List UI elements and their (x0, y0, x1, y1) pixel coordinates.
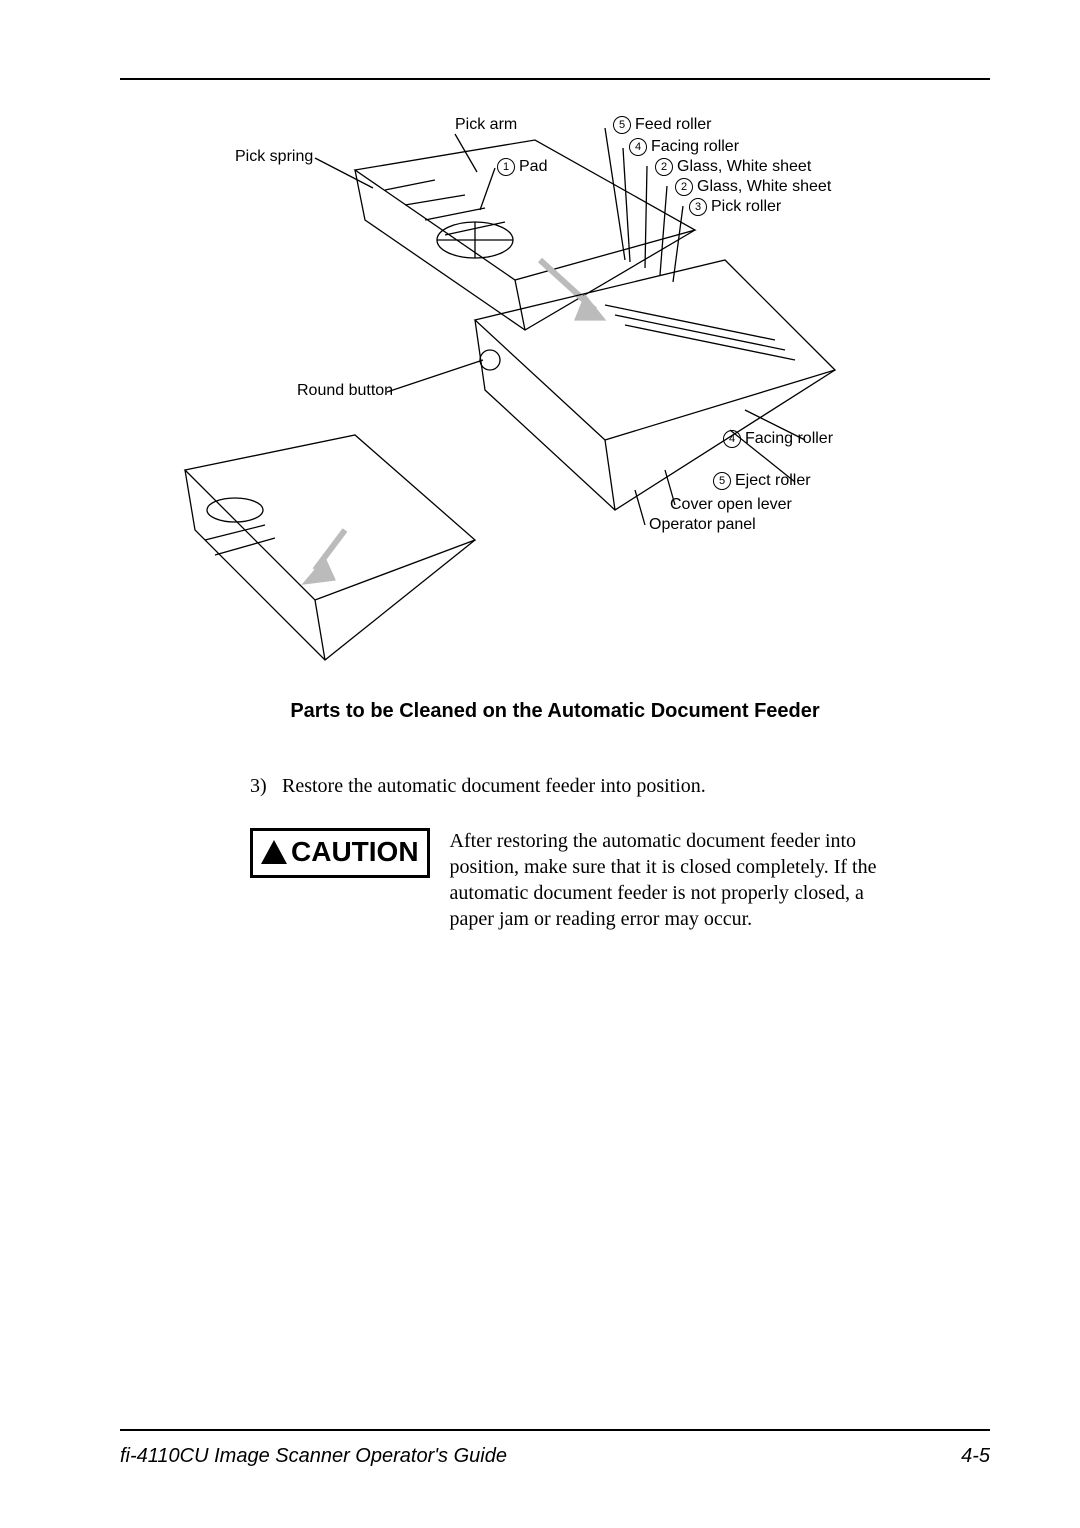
label-pick-roller-text: Pick roller (711, 198, 781, 215)
step-3: 3) Restore the automatic document feeder… (250, 773, 900, 800)
num-pick-roller: 3 (689, 198, 707, 216)
caution-block: CAUTION After restoring the automatic do… (250, 828, 900, 932)
label-eject-roller: 5Eject roller (713, 472, 811, 490)
label-pick-roller: 3Pick roller (689, 198, 781, 216)
caution-label: CAUTION (291, 833, 419, 871)
num-feed: 5 (613, 116, 631, 134)
label-glass-1-text: Glass, White sheet (677, 158, 811, 175)
bottom-rule (120, 1429, 990, 1431)
parts-diagram: Pick arm 5Feed roller Pick spring 4Facin… (175, 110, 935, 670)
num-glass2: 2 (675, 178, 693, 196)
num-pad: 1 (497, 158, 515, 176)
label-facing-roller-top: 4Facing roller (629, 138, 739, 156)
body-text: 3) Restore the automatic document feeder… (250, 773, 900, 932)
label-feed-roller: 5Feed roller (613, 116, 711, 134)
label-glass-2-text: Glass, White sheet (697, 178, 831, 195)
warning-triangle-icon (261, 840, 287, 864)
label-eject-roller-text: Eject roller (735, 472, 811, 489)
footer-page-number: 4-5 (961, 1445, 990, 1468)
caution-text: After restoring the automatic document f… (450, 828, 900, 932)
page-footer: fi-4110CU Image Scanner Operator's Guide… (120, 1429, 990, 1468)
num-eject: 5 (713, 472, 731, 490)
step-number: 3) (250, 773, 282, 800)
caution-label-box: CAUTION (250, 828, 430, 878)
label-round-button: Round button (297, 382, 393, 400)
label-facing-roller-side: 4Facing roller (723, 430, 833, 448)
label-pick-arm: Pick arm (455, 116, 517, 134)
footer-title: fi-4110CU Image Scanner Operator's Guide (120, 1445, 507, 1468)
label-pad-text: Pad (519, 158, 547, 175)
label-facing-roller-top-text: Facing roller (651, 138, 739, 155)
label-pad: 1Pad (497, 158, 547, 176)
num-glass1: 2 (655, 158, 673, 176)
label-glass-1: 2Glass, White sheet (655, 158, 811, 176)
label-cover-open-lever: Cover open lever (670, 496, 792, 514)
diagram-caption: Parts to be Cleaned on the Automatic Doc… (120, 700, 990, 723)
label-operator-panel: Operator panel (649, 516, 756, 534)
num-facing-side: 4 (723, 430, 741, 448)
step-text: Restore the automatic document feeder in… (282, 773, 706, 800)
label-facing-roller-side-text: Facing roller (745, 430, 833, 447)
label-feed-roller-text: Feed roller (635, 116, 711, 133)
num-facing-top: 4 (629, 138, 647, 156)
label-pick-spring: Pick spring (235, 148, 313, 166)
page: Pick arm 5Feed roller Pick spring 4Facin… (0, 0, 1080, 1528)
top-rule (120, 78, 990, 80)
label-glass-2: 2Glass, White sheet (675, 178, 831, 196)
